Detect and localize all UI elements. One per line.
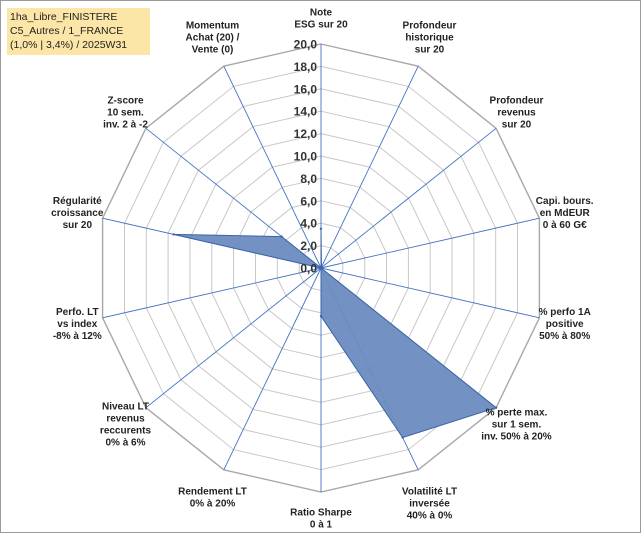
- axis-label-9-line-2: reccurents: [100, 425, 152, 436]
- axis-label-1-line-0: Profondeur: [403, 20, 457, 31]
- tick-label-4: 8,0: [300, 172, 317, 186]
- info-line-3: (1,0% | 3,4%) / 2025W31: [10, 39, 128, 51]
- axis-label-10-line-1: vs index: [57, 319, 97, 330]
- tick-label-3: 6,0: [300, 194, 317, 208]
- spoke-1: [320, 66, 419, 269]
- axis-label-3-line-0: Capi. bours.: [536, 196, 594, 207]
- axis-label-9-line-1: revenus: [106, 413, 145, 424]
- tick-label-1: 2,0: [300, 239, 317, 253]
- axis-label-1-line-1: historique: [405, 32, 454, 43]
- axis-label-9-line-0: Niveau LT: [102, 401, 149, 412]
- series-area-0: [173, 228, 498, 439]
- axis-label-12-line-1: 10 sem.: [107, 108, 144, 119]
- axis-label-4-line-1: positive: [546, 319, 584, 330]
- axis-label-2-line-2: sur 20: [502, 120, 532, 131]
- series-point-7: [319, 315, 323, 318]
- series-point-6: [401, 436, 404, 439]
- axis-label-12-line-2: inv. 2 à -2: [103, 120, 148, 131]
- spoke-4: [320, 267, 540, 319]
- series-point-0: [319, 227, 323, 230]
- axis-label-5-line-2: inv. 50% à 20%: [481, 431, 552, 442]
- axis-label-9-line-3: 0% à 6%: [105, 437, 145, 448]
- axis-label-7-line-1: 0 à 1: [310, 520, 333, 531]
- axis-label-11-line-0: Régularité: [53, 196, 102, 207]
- tick-label-0: 0,0: [300, 262, 317, 276]
- axis-label-4-line-2: 50% à 80%: [539, 331, 590, 342]
- axis-label-3-line-2: 0 à 60 G€: [543, 220, 587, 231]
- axis-label-11-line-1: croissance: [51, 208, 104, 219]
- series-layer: [172, 227, 498, 439]
- info-line-2: C5_Autres / 1_FRANCE: [10, 25, 124, 37]
- axis-label-13-line-2: Vente (0): [192, 44, 234, 55]
- spoke-10: [102, 267, 322, 319]
- axis-label-13-line-1: Achat (20) /: [186, 32, 240, 43]
- info-box: 1ha_Libre_FINISTERE C5_Autres / 1_FRANCE…: [7, 8, 150, 55]
- axis-label-6-line-2: 40% à 0%: [407, 511, 453, 522]
- series-point-12: [280, 235, 283, 238]
- axis-label-1-line-2: sur 20: [415, 44, 445, 55]
- axis-label-8-line-1: 0% à 20%: [190, 499, 236, 510]
- series-point-13: [319, 266, 323, 270]
- info-line-1: 1ha_Libre_FINISTERE: [10, 11, 118, 23]
- axis-label-10-line-2: -8% à 12%: [53, 331, 102, 342]
- axis-label-12-line-0: Z-score: [107, 96, 144, 107]
- axis-label-0-line-1: ESG sur 20: [294, 20, 348, 31]
- axis-label-4-line-0: % perfo 1A: [539, 307, 591, 318]
- spoke-9: [145, 267, 322, 409]
- series-point-11: [172, 233, 175, 236]
- tick-label-2: 4,0: [300, 217, 317, 231]
- series-point-5: [494, 406, 498, 409]
- axis-label-11-line-2: sur 20: [63, 220, 93, 231]
- tick-labels: 0,0 2,0 4,0 6,0 8,0 10,0 12,0 14,0 16,0 18,0 20,0: [294, 38, 318, 276]
- axis-label-3-line-1: en MdEUR: [540, 208, 591, 219]
- axis-label-5-line-0: % perte max.: [486, 407, 548, 418]
- axis-label-2-line-1: revenus: [497, 108, 536, 119]
- axis-label-6-line-0: Volatilité LT: [402, 487, 457, 498]
- tick-label-9: 18,0: [294, 60, 318, 74]
- spoke-2: [320, 127, 497, 269]
- tick-label-7: 14,0: [294, 105, 318, 119]
- axis-label-2-line-0: Profondeur: [490, 96, 544, 107]
- tick-label-6: 12,0: [294, 127, 318, 141]
- axis-label-8-line-0: Rendement LT: [178, 487, 247, 498]
- axis-label-10-line-0: Perfo. LT: [56, 307, 99, 318]
- axis-label-0-line-0: Note: [310, 8, 333, 19]
- axis-label-5-line-1: sur 1 sem.: [492, 419, 542, 430]
- spoke-8: [223, 267, 322, 470]
- axis-label-7-line-0: Ratio Sharpe: [290, 508, 352, 519]
- axis-label-13-line-0: Momentum: [186, 20, 239, 31]
- spoke-13: [223, 66, 322, 269]
- spoke-3: [320, 217, 540, 269]
- axis-label-6-line-1: inversée: [409, 499, 450, 510]
- tick-label-8: 16,0: [294, 82, 318, 96]
- tick-label-10: 20,0: [294, 38, 318, 52]
- tick-label-5: 10,0: [294, 150, 318, 164]
